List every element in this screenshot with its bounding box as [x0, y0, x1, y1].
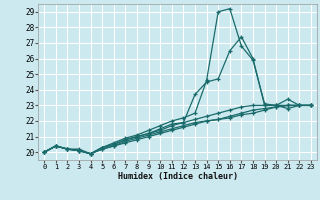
X-axis label: Humidex (Indice chaleur): Humidex (Indice chaleur): [118, 172, 238, 181]
